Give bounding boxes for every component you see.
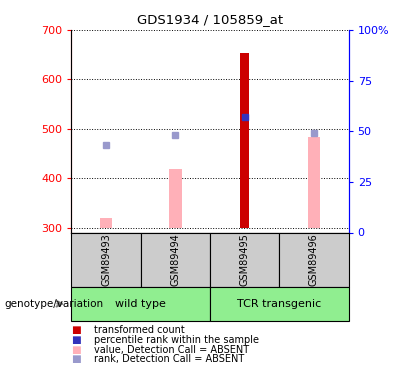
Text: ■: ■ <box>71 335 81 345</box>
Text: GSM89493: GSM89493 <box>101 233 111 286</box>
Text: GSM89495: GSM89495 <box>240 233 249 286</box>
Bar <box>210 287 349 321</box>
Text: GSM89494: GSM89494 <box>171 233 180 286</box>
Bar <box>100 217 112 228</box>
Bar <box>241 53 249 228</box>
Title: GDS1934 / 105859_at: GDS1934 / 105859_at <box>137 13 283 26</box>
Text: TCR transgenic: TCR transgenic <box>237 299 321 309</box>
Text: GSM89496: GSM89496 <box>309 233 319 286</box>
Bar <box>71 232 141 287</box>
Bar <box>279 232 349 287</box>
Bar <box>210 232 279 287</box>
Bar <box>71 287 210 321</box>
Text: ■: ■ <box>71 354 81 364</box>
Text: wild type: wild type <box>115 299 166 309</box>
Bar <box>169 169 181 228</box>
Text: ■: ■ <box>71 325 81 335</box>
Text: ■: ■ <box>71 345 81 354</box>
Text: value, Detection Call = ABSENT: value, Detection Call = ABSENT <box>94 345 249 354</box>
Text: rank, Detection Call = ABSENT: rank, Detection Call = ABSENT <box>94 354 245 364</box>
Text: genotype/variation: genotype/variation <box>4 299 103 309</box>
Text: transformed count: transformed count <box>94 325 185 335</box>
Bar <box>308 137 320 228</box>
Bar <box>141 232 210 287</box>
Text: percentile rank within the sample: percentile rank within the sample <box>94 335 260 345</box>
